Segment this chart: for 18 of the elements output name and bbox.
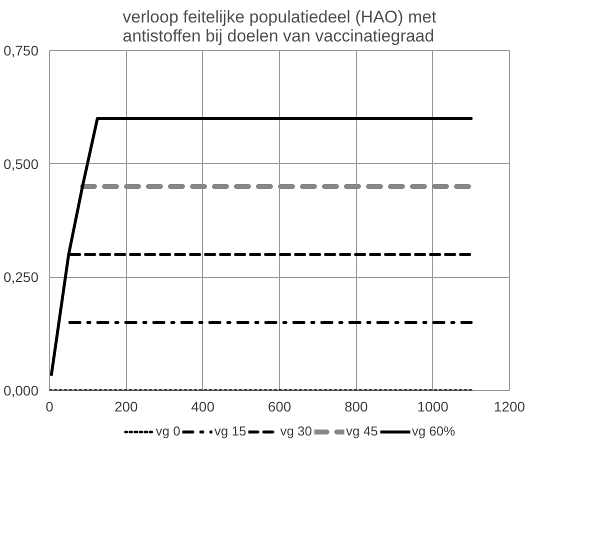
chart-title: verloop feitelijke populatiedeel (HAO) met antistoffen bij doelen van vaccinatiegraad <box>122 8 437 46</box>
y-tick-label: 0,000 <box>3 382 39 398</box>
x-tick-label: 200 <box>114 398 138 414</box>
y-tick-label: 0,500 <box>3 156 39 172</box>
y-tick-label: 0,250 <box>3 269 39 286</box>
legend-label: vg 45 <box>346 424 378 438</box>
x-tick-label: 0 <box>46 398 54 414</box>
legend-label: vg 0 <box>156 424 180 438</box>
legend-label: vg 60% <box>412 424 456 438</box>
x-tick-label: 1200 <box>494 398 526 414</box>
x-tick-label: 400 <box>191 398 215 414</box>
x-tick-label: 1000 <box>417 398 449 414</box>
x-tick-label: 800 <box>344 398 368 414</box>
legend-label: vg 15 <box>214 424 246 438</box>
x-tick-label: 600 <box>268 398 292 414</box>
line-series <box>50 117 473 376</box>
y-tick-label: 0,750 <box>3 42 39 58</box>
legend-label: vg 30 <box>280 424 312 438</box>
